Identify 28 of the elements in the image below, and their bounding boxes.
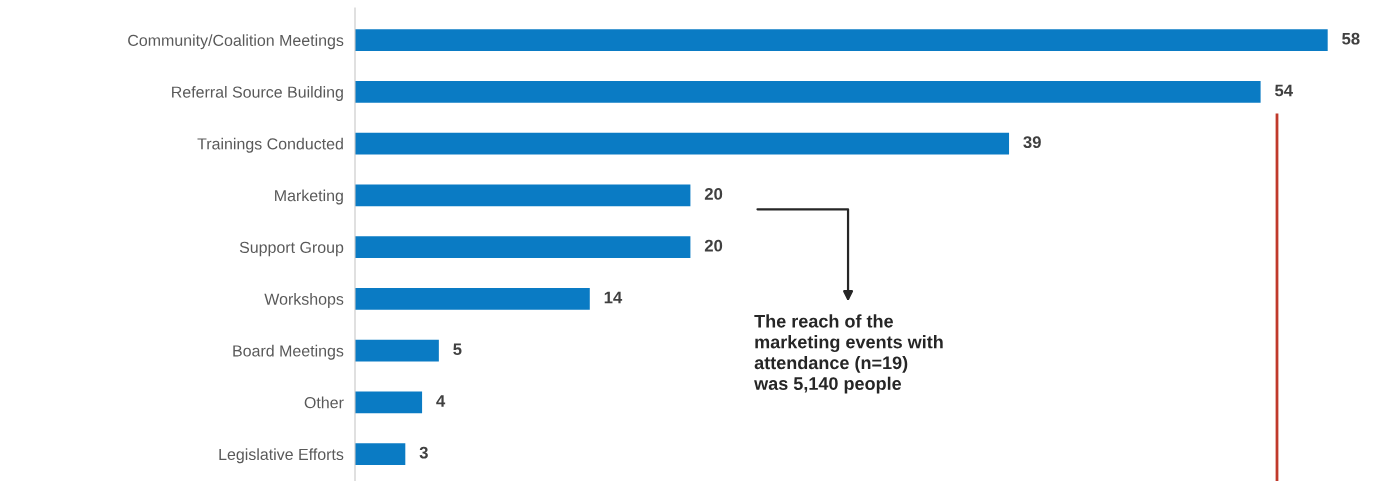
y-tick-label: Referral Source Building: [172, 86, 343, 101]
data-label: 4: [436, 395, 446, 407]
data-label: 20: [704, 239, 723, 252]
y-tick-label: Marketing: [275, 189, 343, 205]
data-label: 3: [419, 446, 428, 459]
bar: [355, 287, 590, 310]
bar: [355, 443, 406, 465]
data-label: 5: [453, 343, 462, 356]
y-tick-label: Board Meetings: [233, 344, 344, 360]
data-label: 39: [1023, 136, 1041, 149]
bar: [355, 29, 1328, 51]
y-tick-label: Community/Coalition Meetings: [128, 34, 344, 50]
y-tick-label: Support Group: [239, 241, 344, 257]
bar: [355, 391, 423, 414]
data-label: 58: [1342, 32, 1360, 45]
bar: [355, 184, 691, 207]
data-label: 54: [1275, 84, 1293, 97]
bar: [355, 80, 1261, 103]
y-tick-label: Other: [304, 396, 344, 409]
data-label: 20: [704, 188, 723, 200]
data-label: 14: [604, 291, 623, 304]
bar: [355, 132, 1010, 155]
bar: [355, 339, 439, 362]
y-tick-label: Trainings Conducted: [197, 137, 343, 153]
bar: [355, 236, 691, 258]
y-tick-label: Workshops: [264, 293, 344, 308]
annotation: The reach of the marketing events with attendance (n=19) was 5,140 people: [754, 314, 943, 394]
y-tick-label: Legislative Efforts: [219, 448, 344, 464]
